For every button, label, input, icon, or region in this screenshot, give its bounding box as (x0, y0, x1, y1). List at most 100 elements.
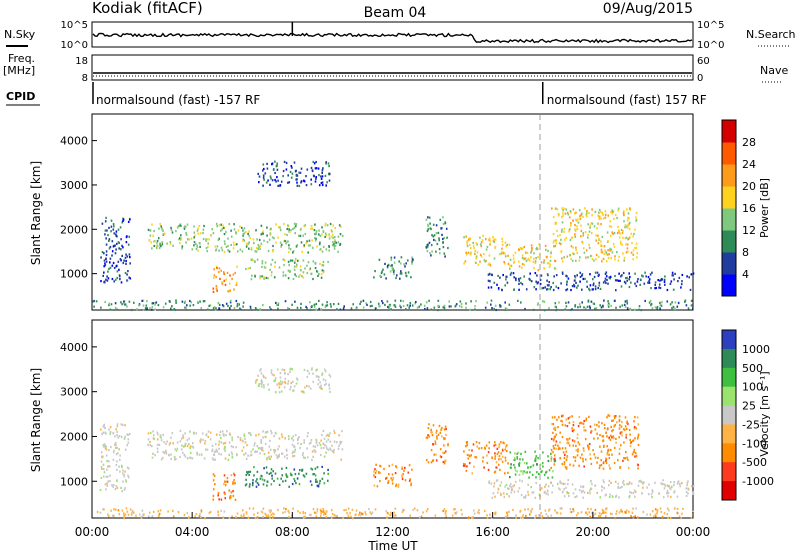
echo-cell (576, 454, 579, 457)
echo-cell (508, 487, 510, 490)
echo-cell (296, 244, 299, 247)
echo-cell (534, 459, 537, 463)
echo-cell (489, 240, 492, 243)
echo-cell (375, 469, 378, 472)
echo-cell (575, 259, 577, 262)
echo-cell (239, 248, 242, 251)
echo-cell (402, 508, 404, 511)
echo-cell (514, 251, 517, 254)
echo-cell (270, 308, 272, 311)
echo-cell (498, 455, 501, 458)
echo-cell (107, 480, 109, 483)
echo-cell (287, 269, 290, 272)
echo-cell (278, 391, 281, 394)
echo-cell (548, 265, 551, 268)
echo-cell (618, 452, 621, 455)
echo-cell (275, 223, 277, 226)
echo-cell (328, 434, 330, 437)
echo-cell (316, 466, 319, 469)
echo-cell (626, 427, 628, 431)
echo-cell (644, 299, 646, 303)
echo-cell (488, 480, 491, 483)
echo-cell (256, 511, 259, 515)
echo-cell (513, 276, 515, 279)
echo-cell (156, 443, 159, 446)
echo-cell (102, 463, 105, 466)
echo-cell (143, 513, 145, 516)
echo-cell (594, 428, 597, 431)
echo-cell (192, 442, 194, 445)
echo-cell (551, 451, 554, 454)
echo-cell (282, 169, 285, 173)
echo-cell (451, 514, 454, 517)
echo-cell (322, 271, 325, 274)
echo-cell (109, 266, 112, 269)
echo-cell (468, 462, 471, 465)
echo-cell (217, 302, 220, 305)
echo-cell (236, 243, 238, 246)
echo-cell (600, 223, 602, 226)
echo-cell (623, 214, 625, 217)
echo-cell (271, 474, 273, 477)
echo-cell (517, 451, 520, 454)
echo-cell (392, 476, 394, 479)
echo-cell (109, 431, 112, 434)
echo-cell (192, 431, 195, 434)
echo-cell (326, 304, 329, 307)
echo-cell (577, 441, 579, 444)
echo-cell (116, 446, 118, 449)
echo-cell (563, 463, 566, 466)
echo-cell (264, 435, 267, 439)
echo-cell (561, 415, 563, 418)
echo-cell (306, 435, 309, 438)
colorbar-tick-label: 20 (742, 180, 756, 193)
echo-cell (629, 438, 631, 442)
echo-cell (253, 444, 256, 447)
echo-cell (308, 372, 311, 375)
echo-cell (233, 482, 235, 485)
echo-cell (475, 441, 478, 444)
echo-cell (302, 259, 305, 262)
echo-cell (279, 380, 282, 383)
echo-cell (156, 245, 158, 248)
echo-cell (273, 449, 275, 452)
echo-cell (149, 431, 152, 434)
echo-cell (646, 513, 648, 516)
echo-cell (229, 307, 231, 310)
echo-cell (188, 238, 191, 241)
echo-cell (637, 443, 640, 447)
echo-cell (332, 236, 334, 239)
echo-cell (349, 512, 351, 515)
echo-cell (612, 428, 614, 432)
echo-cell (259, 477, 262, 480)
echo-cell (200, 307, 203, 310)
echo-cell (635, 219, 637, 222)
echo-cell (425, 218, 428, 221)
echo-cell (393, 514, 395, 517)
echo-cell (260, 510, 263, 513)
echo-cell (304, 457, 307, 460)
echo-cell (531, 247, 533, 250)
echo-cell (310, 368, 313, 371)
echo-cell (306, 384, 308, 388)
echo-cell (170, 307, 172, 310)
echo-cell (119, 470, 121, 473)
echo-cell (472, 516, 474, 519)
echo-cell (127, 476, 130, 479)
echo-cell (207, 430, 210, 433)
echo-cell (568, 437, 571, 440)
echo-cell (519, 509, 522, 512)
echo-cell (228, 441, 231, 444)
echo-cell (331, 230, 333, 233)
echo-cell (268, 472, 271, 475)
echo-cell (394, 299, 397, 302)
echo-cell (443, 306, 446, 310)
echo-cell (233, 228, 236, 231)
echo-cell (507, 262, 510, 265)
power-ylabel: Slant Range [km] (29, 161, 43, 265)
echo-cell (507, 487, 509, 490)
echo-cell (587, 448, 590, 451)
echo-cell (565, 467, 568, 470)
echo-cell (565, 274, 567, 277)
echo-cell (294, 273, 296, 276)
